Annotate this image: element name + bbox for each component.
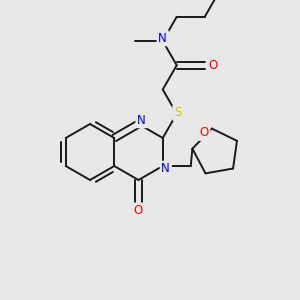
Text: O: O — [200, 126, 209, 139]
Text: O: O — [134, 204, 143, 217]
Text: S: S — [174, 106, 182, 119]
Text: N: N — [161, 163, 170, 176]
Text: O: O — [208, 59, 218, 72]
Text: N: N — [137, 113, 146, 127]
Text: N: N — [158, 32, 167, 44]
